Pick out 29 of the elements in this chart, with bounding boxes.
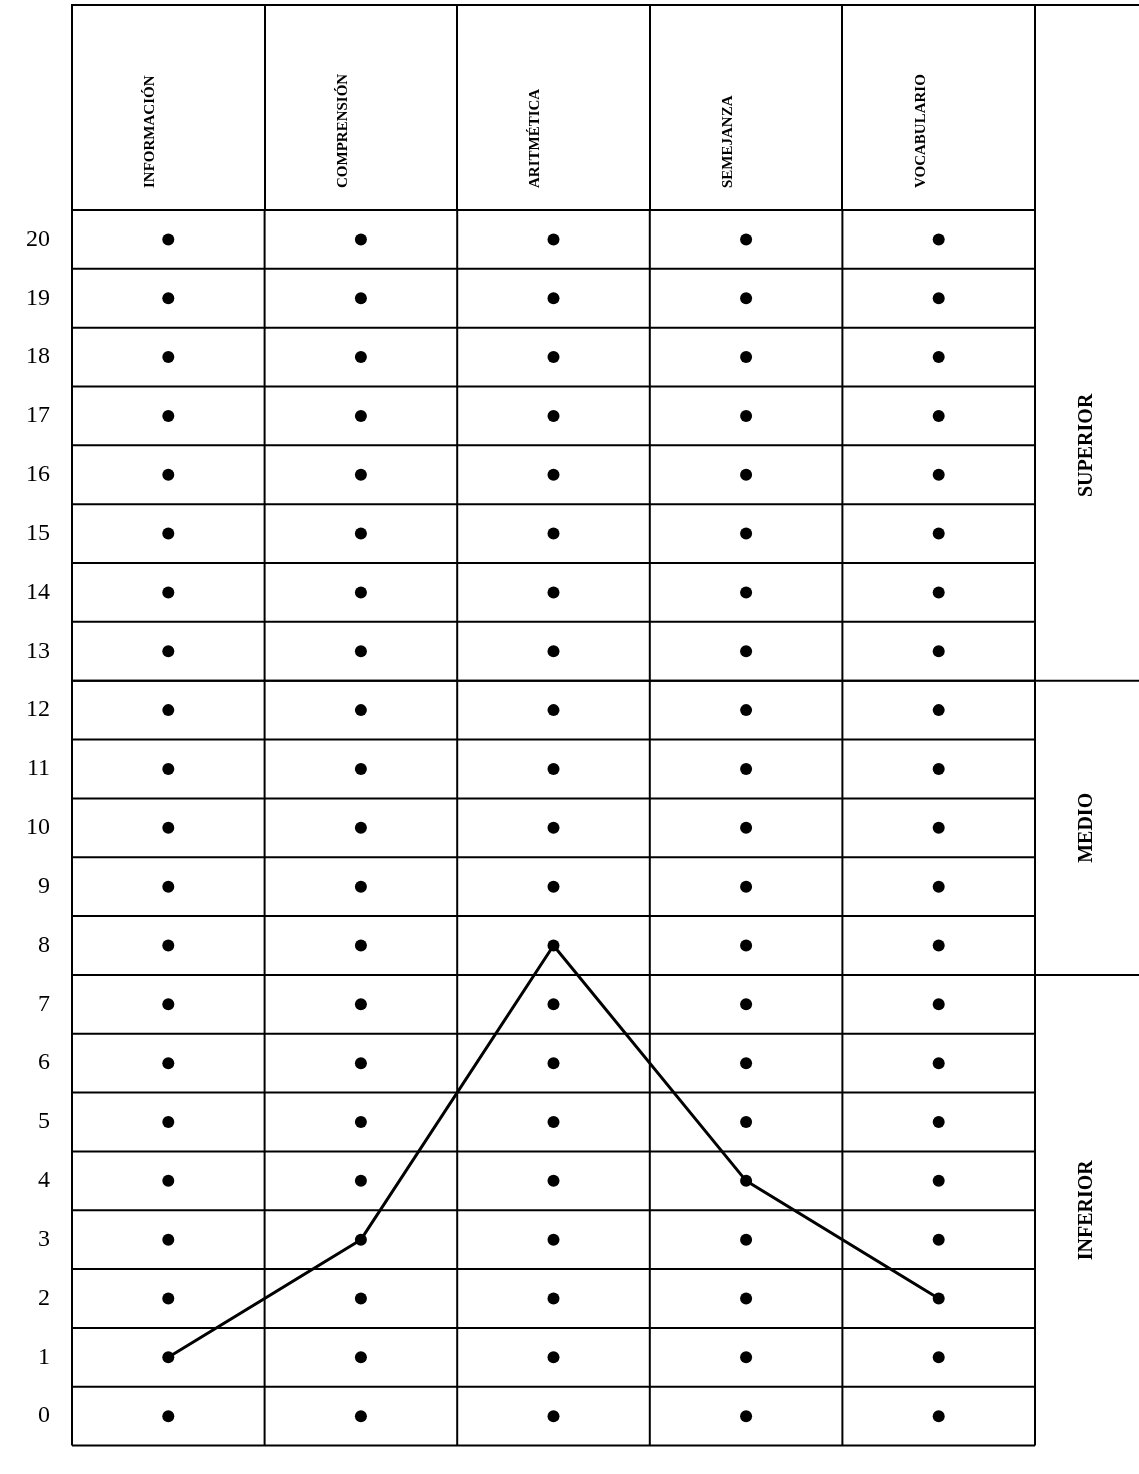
x-tick-label: COMPRENSIÓN xyxy=(333,73,350,188)
y-tick-label: 3 xyxy=(38,1224,50,1251)
y-tick-label: 2 xyxy=(38,1283,50,1310)
y-tick-label: 14 xyxy=(26,577,50,604)
y-tick-label: 17 xyxy=(26,401,50,428)
x-tick-label: SEMEJANZA xyxy=(718,95,735,188)
y-tick-label: 19 xyxy=(26,283,50,310)
y-tick-label: 5 xyxy=(38,1107,50,1134)
y-tick-label: 9 xyxy=(38,871,50,898)
text: MEDIO xyxy=(1074,792,1097,863)
x-tick-label: VOCABULARIO xyxy=(911,74,928,188)
x-tick-label: INFORMACIÓN xyxy=(141,75,158,188)
y-tick-label: 15 xyxy=(26,518,50,545)
y-tick-label: 8 xyxy=(38,930,50,957)
y-tick-label: 0 xyxy=(38,1401,50,1428)
y-tick-label: 11 xyxy=(26,754,50,781)
y-tick-label: 20 xyxy=(26,224,50,251)
y-tick-label: 4 xyxy=(38,1166,50,1193)
y-tick-label: 16 xyxy=(26,460,50,487)
y-tick-label: 7 xyxy=(38,989,50,1016)
y-tick-label: 13 xyxy=(26,636,50,663)
y-tick-label: 10 xyxy=(26,813,50,840)
y-tick-label: 1 xyxy=(38,1342,50,1369)
y-tick-label: 12 xyxy=(26,695,50,722)
x-tick-label: ARITMÉTICA xyxy=(526,88,543,188)
y-tick-label: 18 xyxy=(26,342,50,369)
y-tick-label: 6 xyxy=(38,1048,50,1075)
text: INFERIOR xyxy=(1074,1159,1097,1261)
text: SUPERIOR xyxy=(1074,393,1097,498)
